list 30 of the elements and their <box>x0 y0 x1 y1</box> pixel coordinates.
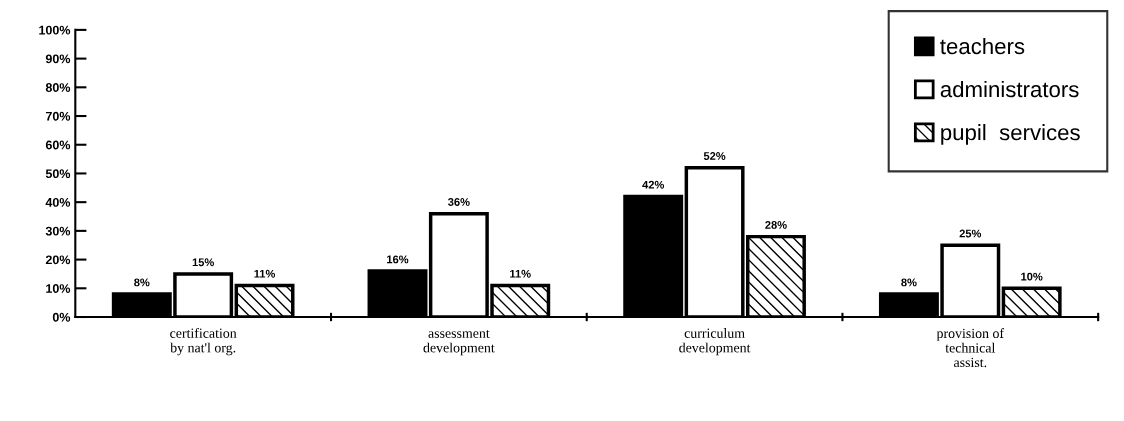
y-tick-label: 50% <box>45 169 71 179</box>
y-tick-label: 20% <box>45 255 71 265</box>
data-label: 8% <box>134 278 150 287</box>
y-tick-label: 10% <box>46 284 71 293</box>
x-tick-label: provision of technical assist. <box>936 328 1005 368</box>
x-tick-label: certification by nat'l org. <box>170 327 237 356</box>
legend-label: administrators <box>940 80 1079 98</box>
data-label: 10% <box>1021 272 1043 281</box>
legend-label: teachers <box>940 37 1025 55</box>
y-tick-label: 90% <box>45 54 71 64</box>
legend-label: pupil services <box>941 124 1080 145</box>
y-tick-label: 100% <box>39 25 71 35</box>
data-label: 11% <box>254 269 276 278</box>
y-tick-label: 30% <box>45 226 71 236</box>
y-tick-label: 70% <box>45 111 71 121</box>
y-tick-label: 40% <box>45 197 71 207</box>
data-label: 11% <box>510 269 531 278</box>
data-label: 8% <box>901 278 917 287</box>
data-label: 52% <box>703 152 726 160</box>
data-label: 15% <box>192 258 214 267</box>
data-label: 36% <box>448 198 470 206</box>
y-tick-label: 0% <box>52 312 71 322</box>
data-label: 16% <box>387 255 409 264</box>
data-label: 28% <box>765 221 787 229</box>
y-tick-label: 60% <box>45 140 71 150</box>
y-tick-label: 80% <box>45 83 71 92</box>
data-label: 42% <box>642 180 665 189</box>
data-label: 25% <box>959 229 982 238</box>
x-tick-label: curriculum development <box>679 328 751 356</box>
x-tick-label: assessment development <box>423 329 495 356</box>
